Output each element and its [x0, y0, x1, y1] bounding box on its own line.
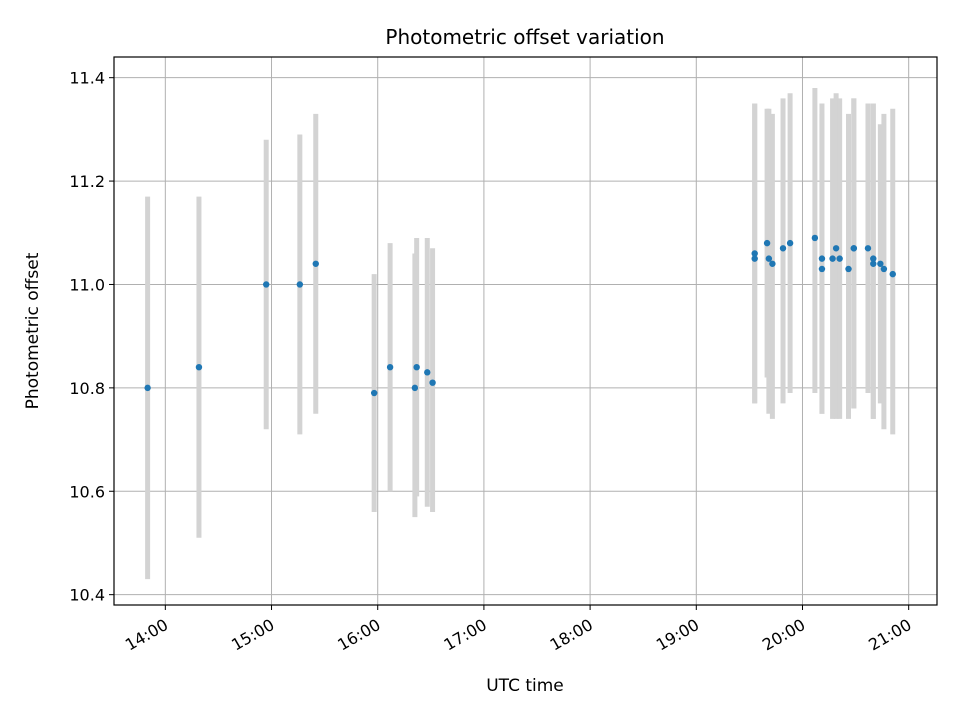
y-tick-label: 10.4 [69, 586, 105, 605]
y-axis-title: Photometric offset [23, 252, 43, 409]
data-point [811, 234, 819, 242]
y-tick-label: 10.8 [69, 379, 105, 398]
data-point [763, 239, 771, 247]
x-axis-title: UTC time [486, 676, 564, 696]
data-point [832, 245, 840, 252]
data-point [880, 265, 888, 273]
data-point [413, 363, 420, 371]
data-point [864, 245, 872, 252]
data-point [786, 239, 794, 247]
data-point [818, 265, 826, 273]
data-point [144, 384, 151, 392]
data-point [386, 363, 394, 371]
data-point [429, 379, 436, 386]
y-tick-label: 10.6 [69, 482, 105, 501]
data-point [829, 255, 836, 262]
data-point [836, 255, 843, 262]
data-point [370, 389, 378, 397]
grid-lines [114, 57, 937, 605]
data-point [850, 245, 858, 252]
y-tick-label: 11.0 [69, 275, 105, 294]
chart-title: Photometric offset variation [385, 25, 664, 49]
data-point [818, 255, 826, 262]
data-point [845, 265, 852, 273]
data-point [751, 250, 758, 257]
y-tick-label: 11.2 [69, 172, 105, 191]
data-point [870, 260, 877, 267]
data-point [889, 270, 896, 278]
data-point [195, 363, 203, 371]
data-point [769, 260, 776, 267]
y-axis-ticks: 10.4 10.6 10.8 11.0 11.2 11.4 [69, 69, 114, 605]
data-point [877, 260, 884, 267]
data-point [424, 369, 431, 376]
data-point [751, 255, 758, 262]
data-point [312, 260, 319, 267]
data-point [870, 255, 877, 262]
data-point [263, 281, 270, 288]
data-point [765, 255, 773, 262]
y-tick-label: 11.4 [69, 69, 105, 88]
data-point [779, 245, 787, 252]
data-point [296, 281, 304, 288]
data-points [144, 234, 896, 397]
data-point [411, 384, 419, 392]
plot-area-frame [113, 56, 938, 606]
